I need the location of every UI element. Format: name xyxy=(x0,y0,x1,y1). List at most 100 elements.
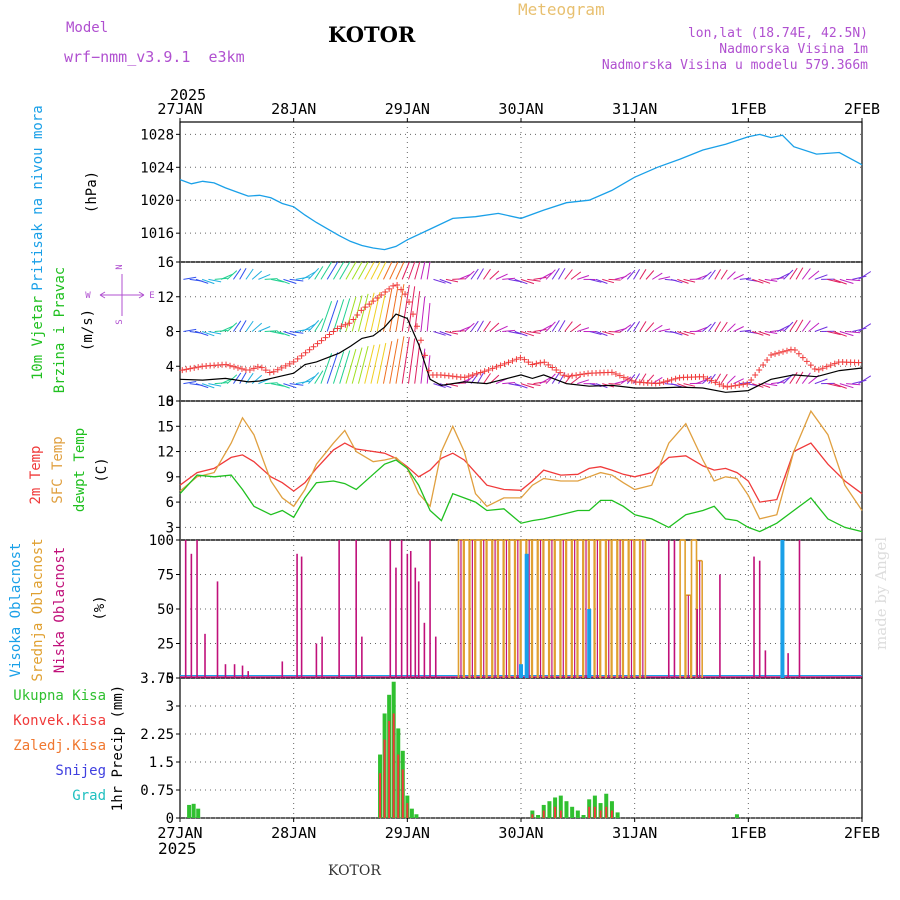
wind-arrow xyxy=(345,296,357,332)
y-tick-label: 18 xyxy=(157,394,174,410)
wind-arrow xyxy=(520,278,535,285)
precip-conv-bar xyxy=(599,810,602,818)
gust-marker xyxy=(672,375,679,382)
gust-marker xyxy=(855,359,862,366)
wind-arrow xyxy=(808,270,820,280)
wind-arrow xyxy=(814,274,828,280)
wind-title: 10m Vjetar xyxy=(30,296,46,380)
wind-arrow xyxy=(777,272,790,280)
wind-arrow xyxy=(720,269,728,280)
wind-arrow xyxy=(326,261,339,280)
wind-arrow xyxy=(351,347,363,384)
gust-marker xyxy=(791,346,798,353)
gust-marker xyxy=(581,370,588,377)
precip-conv-bar xyxy=(610,810,613,818)
wind-arrow xyxy=(233,372,242,384)
wind-arrow xyxy=(726,375,736,384)
cloud-high-bar xyxy=(780,540,785,678)
cloud-high-bar xyxy=(524,553,529,678)
wind-arrow xyxy=(332,299,345,332)
wind-arrow xyxy=(314,318,324,332)
wind-arrow xyxy=(783,321,794,332)
wind-arrow xyxy=(395,284,405,332)
gust-marker xyxy=(425,367,432,374)
wind-arrow xyxy=(677,331,689,336)
wind-arrow xyxy=(301,375,316,385)
wind-arrow xyxy=(670,278,683,284)
wind-arrow xyxy=(846,383,861,386)
wind-arrow xyxy=(795,267,804,280)
compass-east: E xyxy=(149,291,154,301)
gust-marker xyxy=(525,359,532,366)
top-day-label: 2FEB xyxy=(844,100,880,118)
precip-conv-bar xyxy=(605,806,608,818)
y-tick-label: 12 xyxy=(157,290,174,306)
top-day-label: 28JAN xyxy=(271,100,316,118)
y-tick-label: 4 xyxy=(166,359,174,375)
model-name: wrf−nmm_v3.9.1 e3km xyxy=(64,48,245,66)
gust-marker xyxy=(302,349,309,356)
wind-arrow xyxy=(426,303,431,332)
wind-arrow xyxy=(239,320,247,332)
wind-arrow xyxy=(489,270,500,280)
precip-total-bar xyxy=(558,795,563,818)
gust-marker xyxy=(708,377,715,384)
wind-arrow xyxy=(639,269,647,280)
y-tick-label: 16 xyxy=(157,255,174,271)
wind-arrow xyxy=(445,331,459,335)
gust-marker xyxy=(795,350,802,357)
compass-west: W xyxy=(85,291,91,301)
wind-arrow xyxy=(202,278,215,285)
wind-arrow xyxy=(439,278,452,284)
precip-conv-bar xyxy=(379,773,382,818)
gust-marker xyxy=(521,356,528,363)
wind-arrow xyxy=(389,286,399,332)
gust-marker xyxy=(246,366,253,373)
gust-marker xyxy=(238,365,245,372)
gust-marker xyxy=(350,316,357,323)
y-tick-label: 15 xyxy=(157,419,174,435)
y-tick-label: 0 xyxy=(166,671,174,687)
wind-arrow xyxy=(226,270,238,280)
wind-arrow xyxy=(195,278,209,284)
y-tick-label: 6 xyxy=(166,495,174,511)
wind-arrow xyxy=(414,291,421,332)
gust-marker xyxy=(223,361,230,368)
gust-marker xyxy=(557,369,564,376)
wind-arrow xyxy=(226,322,238,332)
wind-arrow xyxy=(545,269,556,280)
precip-total-bar xyxy=(564,801,569,818)
wind-arrow xyxy=(595,331,608,337)
wind-arrow xyxy=(720,321,728,332)
wind-arrow xyxy=(764,383,778,387)
wind-arrow xyxy=(652,272,663,280)
gust-marker xyxy=(732,382,739,389)
wind-arrow xyxy=(645,322,655,332)
precip-conv-bar xyxy=(559,810,562,818)
wind-arrow xyxy=(308,267,320,280)
gust-marker xyxy=(541,359,548,366)
temp-2m-line xyxy=(179,442,863,503)
wind-arrow xyxy=(301,323,316,332)
wind-arrow xyxy=(476,268,484,280)
wind-arrow xyxy=(564,269,573,280)
wind-arrow xyxy=(789,319,798,332)
gust-marker xyxy=(776,349,783,356)
bottom-day-label: 30JAN xyxy=(498,824,543,842)
wind-arrow xyxy=(251,322,263,332)
wind-arrow xyxy=(739,329,752,332)
gust-marker xyxy=(803,358,810,365)
wind-arrow xyxy=(814,378,828,385)
wind-arrow xyxy=(364,344,375,384)
wind-arrow xyxy=(420,296,426,332)
y-tick-label: 9 xyxy=(166,470,174,486)
wind-arrow xyxy=(326,352,339,384)
wind-arrow xyxy=(833,383,847,389)
y-tick-label: 0.75 xyxy=(140,783,174,799)
wind-arrow xyxy=(420,348,426,384)
gust-marker xyxy=(760,361,767,368)
precip-conv-bar xyxy=(588,806,591,818)
wind-arrow xyxy=(708,269,716,280)
wind-arrow xyxy=(695,378,708,385)
gust-marker xyxy=(752,372,759,379)
